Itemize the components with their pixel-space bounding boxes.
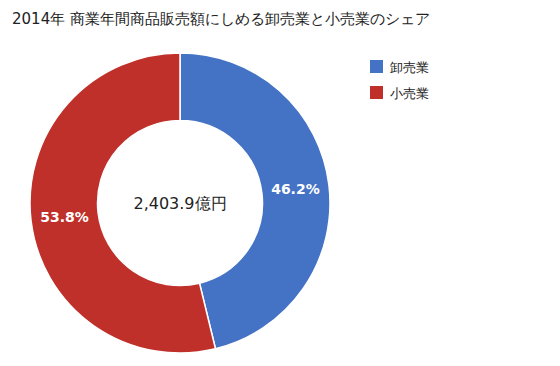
center-text: 2,403.9億円 bbox=[133, 194, 226, 213]
chart-root: 2014年 商業年間商品販売額にしめる卸売業と小売業のシェア 46.2% 53.8%… bbox=[0, 0, 560, 366]
data-label: 53.8% bbox=[40, 209, 89, 225]
legend-label: 卸売業 bbox=[390, 60, 429, 75]
legend-item: 小売業 bbox=[370, 86, 429, 101]
data-label: 46.2% bbox=[271, 181, 320, 197]
legend: 卸売業小売業 bbox=[370, 60, 429, 101]
chart-title: 2014年 商業年間商品販売額にしめる卸売業と小売業のシェア bbox=[12, 10, 430, 28]
legend-item: 卸売業 bbox=[370, 60, 429, 75]
legend-swatch bbox=[370, 86, 383, 99]
legend-label: 小売業 bbox=[390, 86, 429, 101]
pie-group: 46.2% 53.8% 2,403.9億円 bbox=[30, 53, 330, 353]
legend-swatch bbox=[370, 60, 383, 73]
